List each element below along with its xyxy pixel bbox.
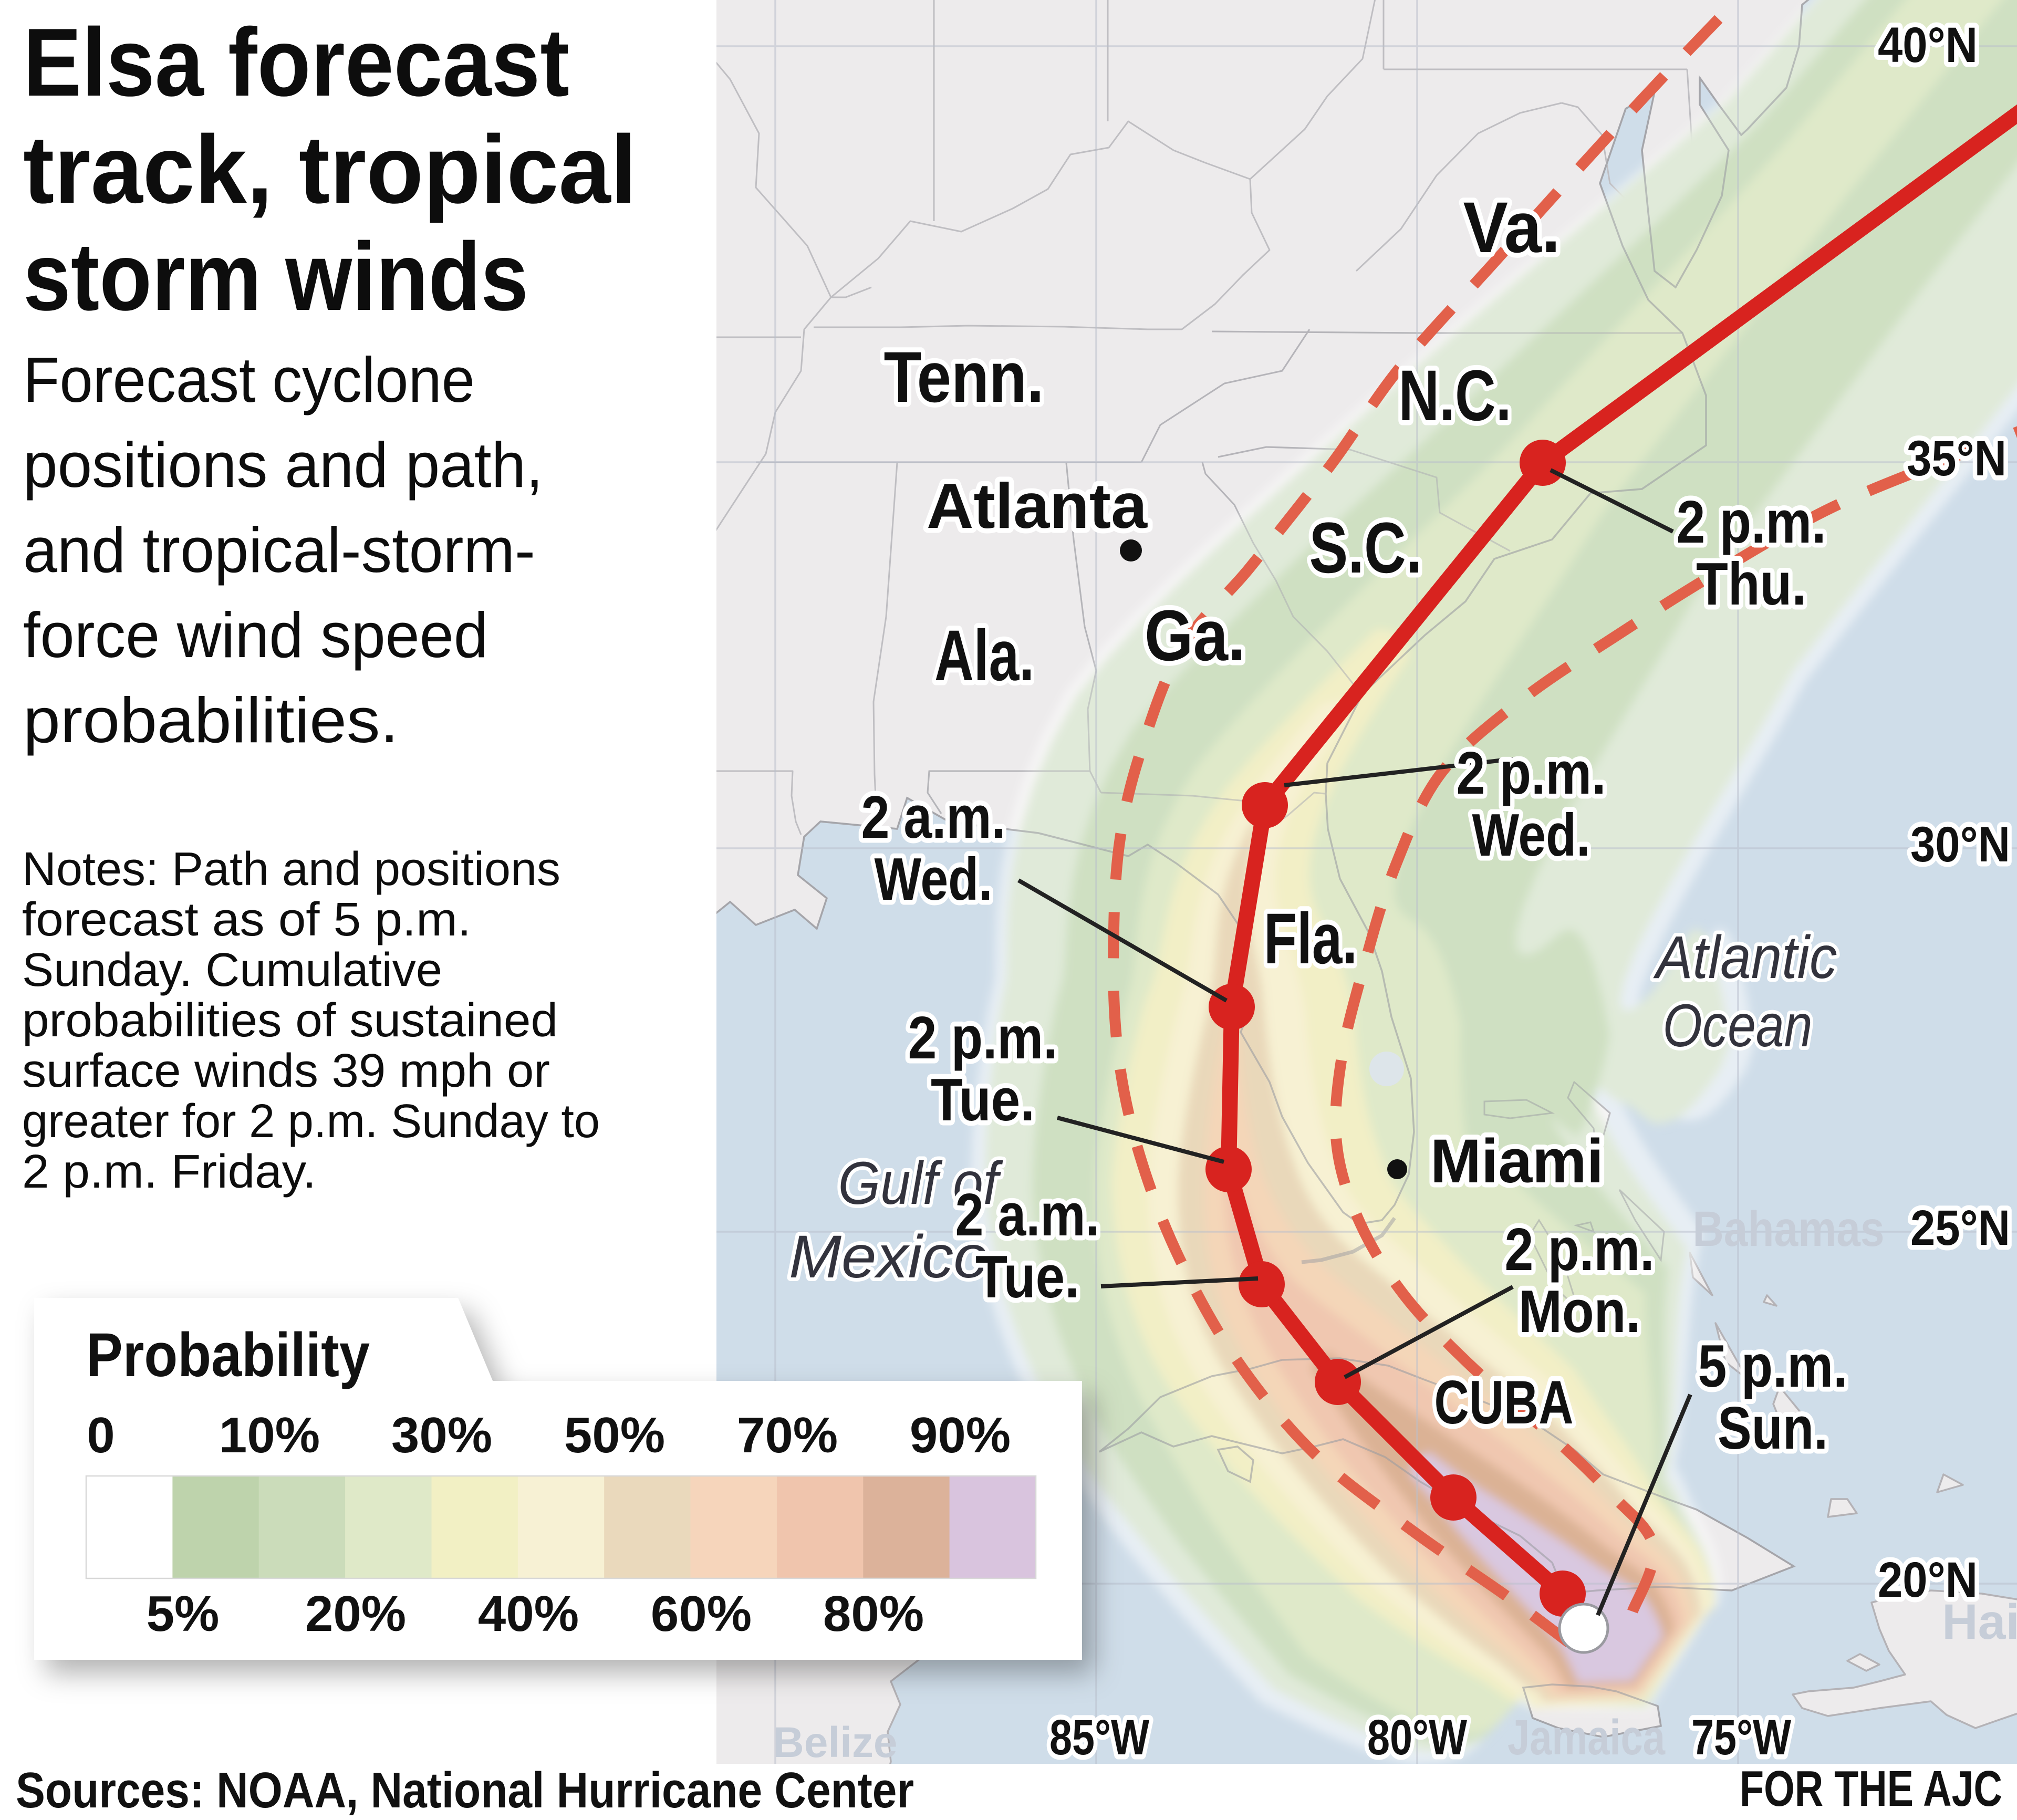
svg-text:60%: 60% <box>651 1586 752 1642</box>
svg-text:Tenn.: Tenn. <box>884 337 1044 418</box>
svg-text:50%: 50% <box>564 1407 665 1463</box>
svg-text:track, tropical: track, tropical <box>23 115 637 223</box>
svg-text:Va.: Va. <box>1463 188 1561 268</box>
svg-text:20°N: 20°N <box>1878 1552 1978 1608</box>
svg-text:Mexico: Mexico <box>789 1223 989 1291</box>
svg-text:Sunday. Cumulative: Sunday. Cumulative <box>22 944 442 996</box>
svg-text:CUBA: CUBA <box>1434 1368 1574 1437</box>
svg-text:2 a.m.: 2 a.m. <box>861 784 1006 851</box>
svg-text:Belize: Belize <box>773 1719 898 1766</box>
svg-text:Wed.: Wed. <box>875 846 993 913</box>
svg-text:2 p.m.: 2 p.m. <box>1677 489 1826 556</box>
svg-text:10%: 10% <box>219 1407 320 1463</box>
svg-text:30%: 30% <box>391 1407 492 1463</box>
svg-text:probabilities.: probabilities. <box>23 684 399 756</box>
svg-text:force wind speed: force wind speed <box>23 599 488 671</box>
svg-text:Tue.: Tue. <box>975 1244 1079 1311</box>
svg-text:40%: 40% <box>478 1586 579 1642</box>
svg-text:FOR THE AJC: FOR THE AJC <box>1740 1761 2002 1817</box>
svg-text:Thu.: Thu. <box>1696 551 1806 618</box>
svg-text:80%: 80% <box>823 1586 924 1642</box>
svg-text:Mon.: Mon. <box>1519 1278 1640 1345</box>
svg-text:Tue.: Tue. <box>931 1067 1035 1133</box>
svg-text:30°N: 30°N <box>1910 817 2010 872</box>
svg-text:Atlanta: Atlanta <box>927 470 1148 542</box>
svg-text:Elsa forecast: Elsa forecast <box>23 8 569 116</box>
svg-text:40°N: 40°N <box>1878 17 1978 73</box>
svg-text:Atlantic: Atlantic <box>1653 924 1837 991</box>
svg-text:70%: 70% <box>737 1407 838 1463</box>
svg-text:Probability: Probability <box>86 1320 370 1390</box>
svg-text:Gulf of: Gulf of <box>838 1150 1003 1217</box>
svg-text:2 p.m.: 2 p.m. <box>908 1005 1058 1072</box>
svg-text:positions and path,: positions and path, <box>23 429 543 501</box>
svg-text:surface winds 39 mph or: surface winds 39 mph or <box>22 1045 550 1097</box>
svg-text:2 p.m. Friday.: 2 p.m. Friday. <box>22 1146 316 1198</box>
svg-text:probabilities of sustained: probabilities of sustained <box>22 994 558 1047</box>
svg-text:Miami: Miami <box>1430 1127 1604 1196</box>
svg-text:Ga.: Ga. <box>1145 596 1245 676</box>
svg-text:2 p.m.: 2 p.m. <box>1457 740 1606 807</box>
svg-text:Forecast cyclone: Forecast cyclone <box>23 344 475 415</box>
svg-text:greater for 2 p.m. Sunday to: greater for 2 p.m. Sunday to <box>22 1095 600 1148</box>
svg-text:Wed.: Wed. <box>1472 802 1590 869</box>
svg-text:80°W: 80°W <box>1367 1710 1467 1765</box>
svg-text:Notes: Path and positions: Notes: Path and positions <box>22 843 560 896</box>
svg-text:5%: 5% <box>147 1586 220 1642</box>
svg-text:and tropical-storm-: and tropical-storm- <box>23 514 535 586</box>
svg-text:0: 0 <box>87 1407 115 1463</box>
svg-text:90%: 90% <box>910 1407 1011 1463</box>
svg-text:Ocean: Ocean <box>1663 992 1813 1059</box>
svg-text:5 p.m.: 5 p.m. <box>1698 1333 1848 1400</box>
svg-text:forecast as of 5 p.m.: forecast as of 5 p.m. <box>22 893 471 946</box>
svg-text:S.C.: S.C. <box>1309 508 1422 588</box>
svg-text:Bahamas: Bahamas <box>1693 1201 1885 1257</box>
svg-text:Fla.: Fla. <box>1264 899 1357 979</box>
svg-text:N.C.: N.C. <box>1399 356 1512 436</box>
svg-text:Haiti: Haiti <box>1942 1594 2017 1650</box>
svg-text:20%: 20% <box>305 1586 406 1642</box>
svg-text:2 p.m.: 2 p.m. <box>1505 1216 1655 1283</box>
svg-text:storm winds: storm winds <box>23 222 528 330</box>
svg-text:Jamaica: Jamaica <box>1507 1710 1666 1765</box>
svg-text:Ala.: Ala. <box>934 616 1034 696</box>
svg-text:Sources: NOAA, National Hurric: Sources: NOAA, National Hurricane Center <box>16 1762 914 1818</box>
svg-text:Sun.: Sun. <box>1718 1395 1828 1462</box>
svg-text:85°W: 85°W <box>1049 1710 1149 1765</box>
svg-text:35°N: 35°N <box>1907 431 2006 486</box>
svg-text:25°N: 25°N <box>1910 1200 2010 1256</box>
svg-text:2 a.m.: 2 a.m. <box>955 1182 1100 1249</box>
svg-text:75°W: 75°W <box>1691 1710 1791 1765</box>
